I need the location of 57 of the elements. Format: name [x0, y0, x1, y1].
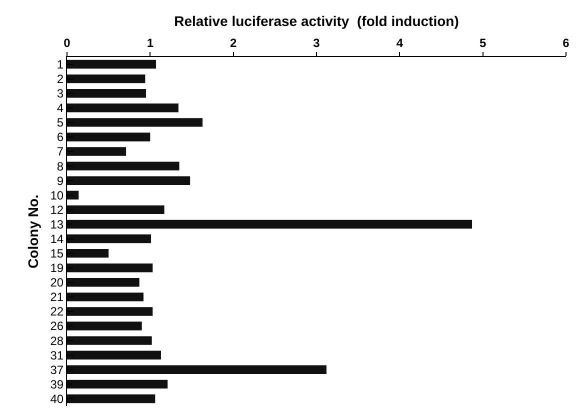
y-tick-label: 19 [50, 261, 64, 276]
x-tick-label: 0 [64, 36, 71, 50]
bar [67, 205, 164, 214]
y-tick-label: 10 [50, 188, 64, 202]
bar [67, 350, 161, 360]
x-tick-label: 3 [313, 36, 320, 50]
y-axis-title: Colony No. [24, 194, 41, 268]
bar [67, 278, 140, 287]
bar [67, 74, 146, 84]
x-tick-label: 4 [396, 36, 404, 50]
bar [67, 336, 152, 345]
y-tick-label: 7 [56, 144, 64, 159]
y-tick-label: 5 [56, 116, 64, 130]
y-tick-label: 9 [56, 174, 64, 188]
bar [67, 147, 126, 156]
y-tick-label: 21 [50, 290, 64, 304]
bar [67, 307, 153, 316]
bar [67, 292, 144, 302]
y-tick-label: 20 [50, 276, 64, 290]
x-tick-label: 1 [146, 36, 154, 50]
y-tick-label: 6 [56, 130, 64, 144]
bar [67, 234, 151, 244]
y-tick-label: 39 [50, 377, 64, 392]
y-tick-label: 40 [50, 392, 64, 406]
y-tick-label: 22 [50, 304, 64, 319]
bar [67, 132, 150, 142]
bar [67, 380, 168, 389]
y-tick-label: 4 [56, 101, 64, 116]
bar [67, 162, 180, 170]
y-tick-label: 13 [50, 217, 64, 232]
y-tick-label: 14 [50, 232, 64, 246]
y-tick-label: 31 [50, 348, 64, 362]
x-axis-title: Relative luciferase activity (fold induction) [174, 12, 459, 29]
y-tick-label: 37 [50, 362, 64, 377]
x-tick-label: 5 [479, 36, 486, 50]
y-tick-label: 8 [56, 159, 64, 174]
bar [67, 263, 153, 272]
x-tick-label: 2 [230, 36, 237, 50]
y-tick-label: 2 [56, 72, 64, 86]
bar [67, 60, 156, 69]
bar [67, 88, 146, 98]
bar [67, 176, 190, 185]
y-tick-label: 1 [56, 57, 64, 72]
bar [67, 322, 142, 330]
x-tick-label: 6 [562, 36, 570, 50]
bar [67, 104, 178, 112]
y-tick-label: 28 [50, 334, 64, 348]
y-tick-label: 3 [56, 86, 64, 101]
y-tick-label: 12 [50, 202, 64, 217]
bar [67, 248, 109, 258]
y-tick-label: 15 [50, 246, 64, 261]
bar [67, 190, 79, 200]
bar [67, 365, 326, 374]
bar [67, 220, 472, 229]
bar [67, 394, 156, 404]
bar [67, 118, 203, 127]
y-tick-label: 26 [50, 319, 64, 334]
